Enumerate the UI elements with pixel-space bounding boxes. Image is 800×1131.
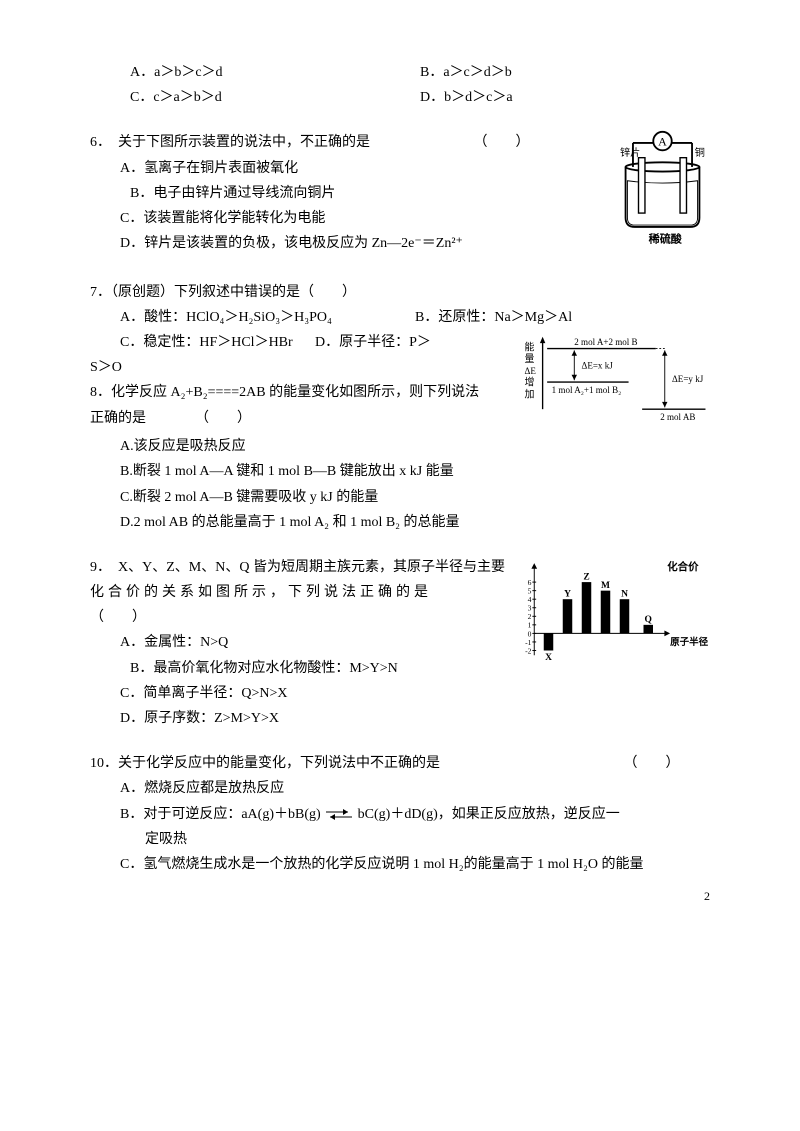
energy-mid: 1 mol A₂+1 mol B₂ xyxy=(552,385,622,395)
q5-answers-2: C．c＞a＞b＞d D．b＞d＞c＞a xyxy=(130,85,710,110)
energy-y2: 量 xyxy=(525,353,535,365)
energy-y1: 能 xyxy=(525,340,535,353)
q5-answers: A．a＞b＞c＞d B．a＞c＞d＞b xyxy=(130,60,710,85)
q7-c: C．稳定性：HF＞HCl＞HBr xyxy=(120,330,315,355)
svg-text:1: 1 xyxy=(528,621,532,630)
q8-d: D.2 mol AB 的总能量高于 1 mol A₂ 和 1 mol B₂ 的总… xyxy=(120,510,710,535)
svg-text:X: X xyxy=(545,653,552,663)
q7-d: D．原子半径：P＞ xyxy=(315,330,510,355)
q10-b2: bC(g)＋dD(g)，如果正反应放热，逆反应一 xyxy=(358,807,620,822)
option-d: D．b＞d＞c＞a xyxy=(420,85,710,110)
energy-dx: ΔE=x kJ xyxy=(582,360,614,370)
energy-diagram: 能 量 ΔE 增 加 2 mol A+2 mol B 1 mol A₂+1 mo… xyxy=(520,330,710,434)
svg-text:5: 5 xyxy=(528,586,532,595)
question-10: 10．关于化学反应中的能量变化，下列说法中不正确的是 （ ） A．燃烧反应都是放… xyxy=(90,751,710,877)
svg-text:0: 0 xyxy=(528,629,532,638)
svg-text:Y: Y xyxy=(564,589,571,599)
q10-paren: （ ） xyxy=(624,756,680,771)
energy-y4: 增 xyxy=(525,376,535,389)
valence-diagram: -2-10123456 X Y Z M N Q 化合价原子半径 xyxy=(520,555,710,679)
svg-text:Z: Z xyxy=(583,572,589,582)
svg-text:M: M xyxy=(601,581,610,591)
svg-text:Q: Q xyxy=(645,615,652,625)
svg-text:原子半径: 原子半径 xyxy=(670,636,709,648)
q7-b: B．还原性：Na＞Mg＞Al xyxy=(415,305,710,330)
q8-c: C.断裂 2 mol A—B 键需要吸收 y kJ 的能量 xyxy=(120,485,710,510)
q10-b: B．对于可逆反应：aA(g)＋bB(g) bC(g)＋dD(g)，如果正反应放热… xyxy=(120,802,710,827)
svg-text:2: 2 xyxy=(528,612,532,621)
energy-y3: ΔE xyxy=(525,366,537,376)
energy-bot: 2 mol AB xyxy=(660,412,695,422)
svg-text:3: 3 xyxy=(528,603,532,612)
q9-stem2: 化合价的关系如图所示，下列说法正确的是 xyxy=(90,585,432,600)
zinc-label: 锌片 xyxy=(620,146,640,159)
q10-a: A．燃烧反应都是放热反应 xyxy=(120,776,710,801)
question-7: 7．（原创题）下列叙述中错误的是（ ） A．酸性：HClO₄＞H₂SiO₃＞H₃… xyxy=(90,280,710,356)
q9-c: C．简单离子半径：Q>N>X xyxy=(120,681,710,706)
copper-label: 铜 xyxy=(695,147,705,159)
q7-a: A．酸性：HClO₄＞H₂SiO₃＞H₃PO₄ xyxy=(120,305,415,330)
option-a: A．a＞b＞c＞d xyxy=(130,60,420,85)
acid-label: 稀硫酸 xyxy=(649,232,683,246)
q6-paren: （ ） xyxy=(474,135,530,150)
q7-stem: 7．（原创题）下列叙述中错误的是（ ） xyxy=(90,280,710,305)
question-9: -2-10123456XYZMNQ化合价原子半径 9． X、Y、Z、M、N、Q … xyxy=(90,555,710,731)
beaker-diagram: A 锌片 铜 稀硫酸 xyxy=(615,130,710,259)
q6-stem: 6． 关于下图所示装置的说法中，不正确的是 xyxy=(90,135,370,150)
energy-y5: 加 xyxy=(525,388,535,400)
svg-text:-2: -2 xyxy=(525,646,532,655)
q8-b: B.断裂 1 mol A—A 键和 1 mol B—B 键能放出 x kJ 能量 xyxy=(120,459,710,484)
q8-a: A.该反应是吸热反应 xyxy=(120,434,710,459)
svg-text:化合价: 化合价 xyxy=(667,560,699,573)
equilibrium-icon xyxy=(324,808,354,820)
ammeter-label: A xyxy=(658,135,667,149)
svg-text:6: 6 xyxy=(528,578,532,587)
svg-text:N: N xyxy=(621,589,628,599)
q10-b3: 定吸热 xyxy=(145,827,710,852)
svg-text:4: 4 xyxy=(528,595,532,604)
q10-b1: B．对于可逆反应：aA(g)＋bB(g) xyxy=(120,807,321,822)
question-6: A 锌片 铜 稀硫酸 6． 关于下图所示装置的说法中，不正确的是 （ ） A．氢… xyxy=(90,130,710,259)
q10-stem: 10．关于化学反应中的能量变化，下列说法中不正确的是 xyxy=(90,756,440,771)
page-number: 2 xyxy=(704,886,710,908)
q9-d: D．原子序数：Z>M>Y>X xyxy=(120,706,710,731)
svg-text:-1: -1 xyxy=(525,638,532,647)
energy-top: 2 mol A+2 mol B xyxy=(574,337,637,347)
option-b: B．a＞c＞d＞b xyxy=(420,60,710,85)
q10-c: C．氢气燃烧生成水是一个放热的化学反应说明 1 mol H₂的能量高于 1 mo… xyxy=(120,852,710,877)
option-c: C．c＞a＞b＞d xyxy=(130,85,420,110)
energy-dy: ΔE=y kJ xyxy=(672,374,704,384)
